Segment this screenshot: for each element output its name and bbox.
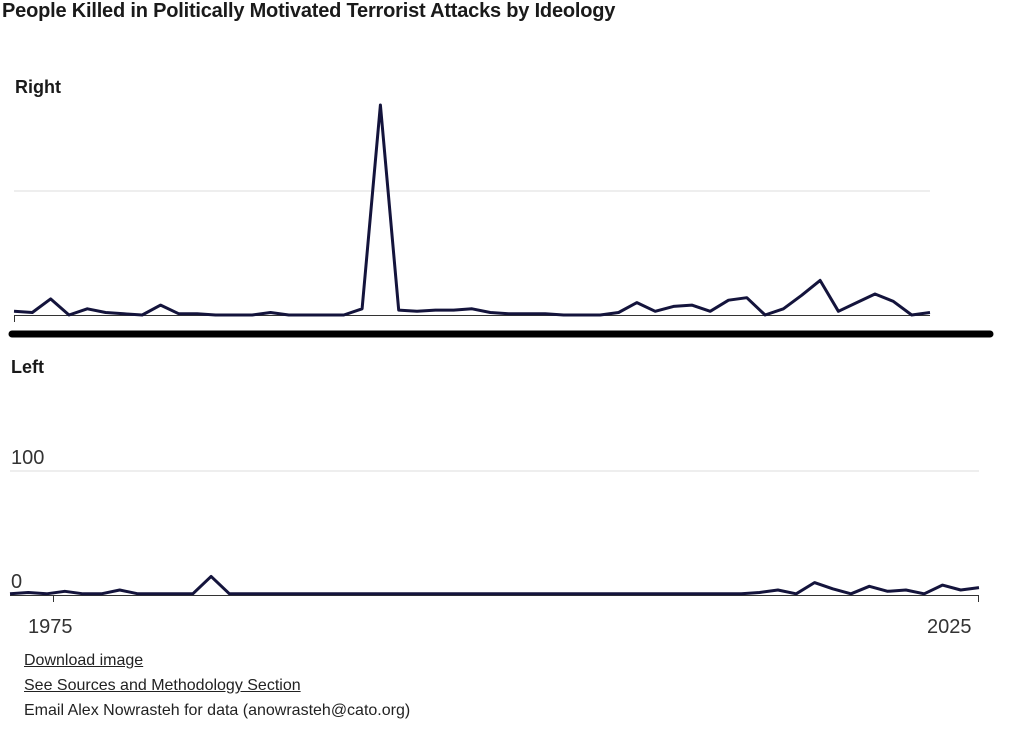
sources-methodology-link[interactable]: See Sources and Methodology Section — [24, 677, 301, 694]
xtick-label-2025: 2025 — [927, 616, 972, 638]
ytick-label-0: 0 — [11, 571, 22, 593]
footer-links: Download image See Sources and Methodolo… — [24, 648, 410, 723]
series-line-left — [9, 574, 980, 596]
series-line-right — [13, 103, 931, 317]
email-note: Email Alex Nowrasteh for data (anowraste… — [24, 702, 411, 719]
download-image-link[interactable]: Download image — [24, 652, 144, 669]
chart-title: People Killed in Politically Motivated T… — [2, 0, 616, 22]
panel-left: Left 100 0 1975 2025 — [9, 357, 980, 638]
panel-label-left: Left — [11, 357, 44, 377]
panel-label-right: Right — [15, 77, 61, 97]
xtick-label-1975: 1975 — [28, 616, 73, 638]
panel-right: Right — [13, 77, 931, 322]
chart-canvas: Right Left 100 0 1975 2025 — [8, 77, 994, 638]
ytick-label-100: 100 — [11, 447, 44, 469]
